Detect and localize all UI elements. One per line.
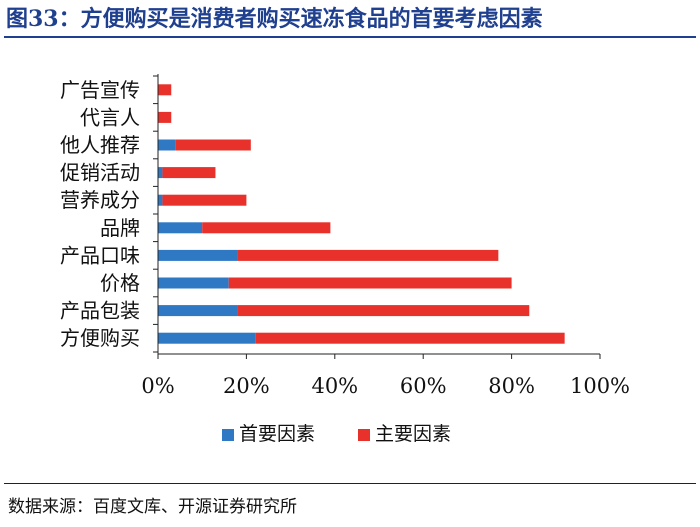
legend-label: 首要因素 — [239, 423, 315, 445]
bar-primary-6 — [158, 249, 238, 261]
legend-label: 主要因素 — [375, 423, 451, 445]
source-note: 数据来源：百度文库、开源证券研究所 — [8, 492, 297, 517]
category-label: 价格 — [100, 271, 140, 295]
bar-main-6 — [237, 249, 499, 261]
x-tick-label: 80% — [488, 374, 535, 398]
bar-primary-5 — [158, 222, 203, 234]
bar-primary-9 — [158, 332, 256, 344]
bar-main-1 — [158, 111, 172, 123]
category-label: 产品包装 — [60, 299, 140, 323]
bar-main-5 — [202, 222, 331, 234]
category-label: 方便购买 — [60, 326, 140, 350]
x-tick-label: 0% — [141, 374, 174, 398]
source-label: 数据来源： — [8, 497, 93, 517]
axes-group — [153, 74, 601, 359]
legend: 首要因素 主要因素 — [222, 423, 451, 445]
bar-main-9 — [255, 332, 565, 344]
bar-main-7 — [228, 277, 512, 289]
category-label: 广告宣传 — [60, 78, 140, 102]
bar-primary-4 — [158, 194, 163, 206]
x-tick-labels-group: 0% 20% 40% 60% 80% 100% — [141, 374, 630, 398]
bar-main-2 — [175, 139, 251, 151]
category-label: 品牌 — [100, 216, 140, 240]
bar-primary-3 — [158, 167, 163, 179]
bars-group — [158, 84, 565, 344]
title-rule — [4, 36, 696, 38]
x-tick-label: 20% — [223, 374, 270, 398]
source-text: 百度文库、开源证券研究所 — [93, 497, 297, 517]
category-label: 营养成分 — [60, 188, 140, 212]
category-label: 产品口味 — [60, 243, 140, 267]
source-rule — [4, 483, 696, 484]
x-tick-label: 100% — [570, 374, 630, 398]
category-label: 促销活动 — [60, 161, 140, 185]
x-tick-label: 60% — [400, 374, 447, 398]
bar-primary-7 — [158, 277, 229, 289]
legend-swatch — [358, 429, 370, 441]
bar-main-0 — [158, 84, 172, 96]
bar-primary-8 — [158, 305, 238, 317]
x-tick-label: 40% — [311, 374, 358, 398]
category-label: 代言人 — [80, 105, 140, 129]
bar-main-8 — [237, 305, 530, 317]
bar-main-4 — [162, 194, 247, 206]
bar-primary-2 — [158, 139, 176, 151]
legend-swatch — [222, 429, 234, 441]
figure-title: 图33：方便购买是消费者购买速冻食品的首要考虑因素 — [6, 6, 543, 32]
bar-main-3 — [162, 167, 216, 179]
category-label: 他人推荐 — [60, 133, 140, 157]
